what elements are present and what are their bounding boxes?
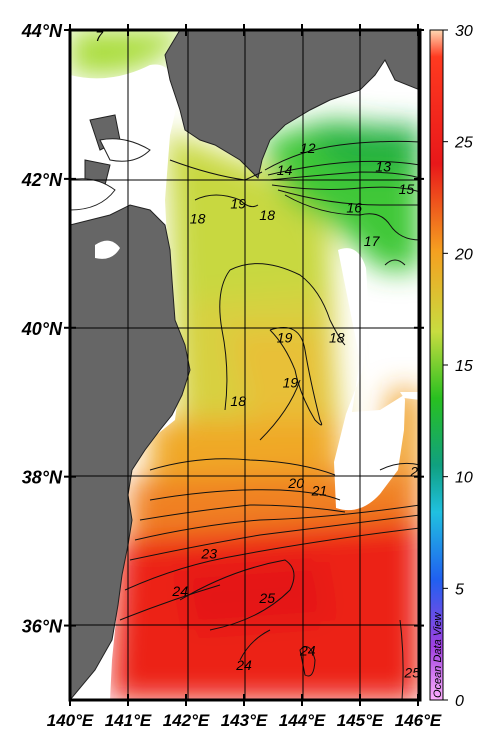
isotherm-contours	[119, 140, 420, 700]
contour-label: 23	[200, 546, 217, 562]
colorbar-tick-label: 10	[455, 470, 473, 487]
graticule	[70, 30, 420, 700]
contour-label: 12	[300, 140, 316, 156]
lon-label-141: 141°E	[105, 711, 152, 730]
contour-labels: 7 12 13 14 15 16 17 18 19 18 18 19 19 18 20 21 22 23 24 25 2…	[95, 28, 426, 681]
contour-label: 19	[230, 196, 246, 212]
colorbar-tick-label: 5	[455, 581, 464, 598]
colorbar-tick-label: 15	[455, 358, 473, 375]
tick-marks	[64, 24, 424, 706]
contour-label: 25	[403, 665, 420, 681]
lon-label-142: 142°E	[163, 711, 210, 730]
contour-label: 13	[375, 158, 391, 174]
lat-label-40: 40°N	[21, 319, 63, 339]
contour-label: 21	[311, 482, 328, 498]
contour-label: 20	[287, 475, 304, 491]
colorbar-tick-label: 30	[455, 23, 473, 40]
lon-label-144: 144°E	[279, 711, 326, 730]
contour-label: 18	[190, 211, 206, 227]
contour-label: 16	[346, 199, 362, 215]
lon-label-143: 143°E	[221, 711, 268, 730]
colorbar-credit: Ocean Data View	[432, 612, 444, 698]
contour-label: 22	[409, 464, 426, 480]
contour-label: 7	[95, 28, 104, 44]
contour-label: 24	[299, 642, 316, 658]
latitude-labels: 44°N 42°N 40°N 38°N 36°N	[21, 21, 63, 637]
lat-label-38: 38°N	[22, 468, 63, 488]
contour-label: 25	[258, 590, 275, 606]
lat-label-42: 42°N	[21, 170, 63, 190]
contour-label: 18	[230, 393, 246, 409]
contour-label: 14	[277, 162, 293, 178]
lon-label-145: 145°E	[337, 711, 384, 730]
contour-label: 24	[235, 657, 252, 673]
colorbar: 30 25 20 15 10 5 0 Ocean Data View	[429, 23, 473, 710]
lat-label-44: 44°N	[21, 21, 63, 41]
contour-label: 18	[259, 207, 275, 223]
contour-label: 24	[171, 583, 188, 599]
colorbar-tick-label: 0	[455, 693, 464, 710]
contour-label: 19	[277, 330, 293, 346]
lat-label-36: 36°N	[22, 617, 63, 637]
contour-label: 19	[283, 374, 299, 390]
lon-label-140: 140°E	[47, 711, 94, 730]
colorbar-tick-label: 20	[454, 246, 473, 263]
contour-label: 18	[329, 330, 345, 346]
hokkaido-land	[164, 30, 420, 179]
honshu-land	[70, 204, 191, 700]
land-masses	[70, 30, 420, 700]
colorbar-ramp	[429, 29, 444, 701]
lon-label-146: 146°E	[395, 711, 442, 730]
colorbar-tick-labels: 30 25 20 15 10 5 0	[443, 23, 473, 710]
colorbar-tick-label: 25	[454, 135, 473, 152]
contour-label: 17	[364, 233, 381, 249]
contour-label: 15	[399, 181, 415, 197]
longitude-labels: 140°E 141°E 142°E 143°E 144°E 145°E 146°E	[47, 711, 442, 730]
